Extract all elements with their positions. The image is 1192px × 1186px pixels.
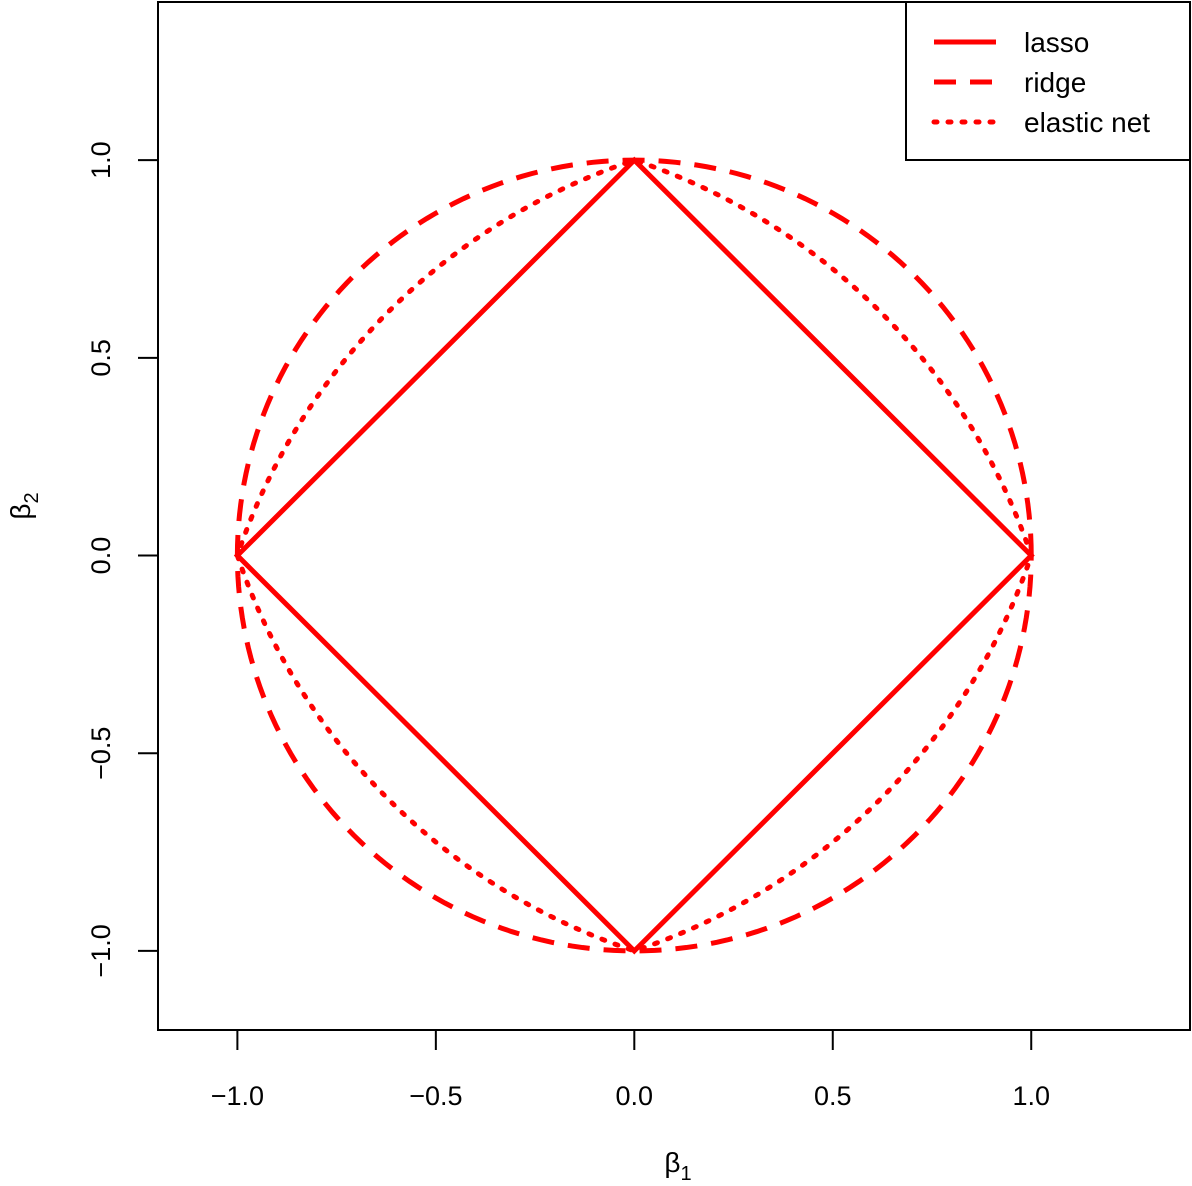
x-axis-label: β1 [664,1147,691,1185]
series-elastic-net-line [234,157,1034,954]
y-tick-label: 0.0 [86,537,116,575]
x-axis-label-base: β [664,1147,680,1178]
constraint-curves [233,156,1035,955]
series-lasso-line [233,156,1035,955]
x-tick-label: 0.5 [814,1081,852,1111]
y-tick-label: 0.5 [86,339,116,377]
series-ridge-line [234,157,1034,954]
x-tick-label: 0.0 [616,1081,654,1111]
y-axis-label: β2 [5,492,43,519]
y-tick-label: −1.0 [86,924,116,977]
y-axis: −1.0 −0.5 0.0 0.5 1.0 [86,141,159,978]
legend-label-ridge: ridge [1024,67,1086,98]
x-tick-label: 1.0 [1012,1081,1050,1111]
x-axis: −1.0 −0.5 0.0 0.5 1.0 [211,1029,1050,1111]
legend-label-elastic-net: elastic net [1024,107,1150,138]
legend: lasso ridge elastic net [905,1,1191,161]
x-axis-label-subscript: 1 [680,1163,691,1185]
x-tick-label: −0.5 [409,1081,462,1111]
y-tick-label: −0.5 [86,727,116,780]
y-tick-label: 1.0 [86,141,116,179]
legend-label-lasso: lasso [1024,27,1089,58]
y-axis-label-subscript: 2 [21,492,43,503]
y-axis-label-base: β [5,504,36,520]
x-tick-label: −1.0 [211,1081,264,1111]
